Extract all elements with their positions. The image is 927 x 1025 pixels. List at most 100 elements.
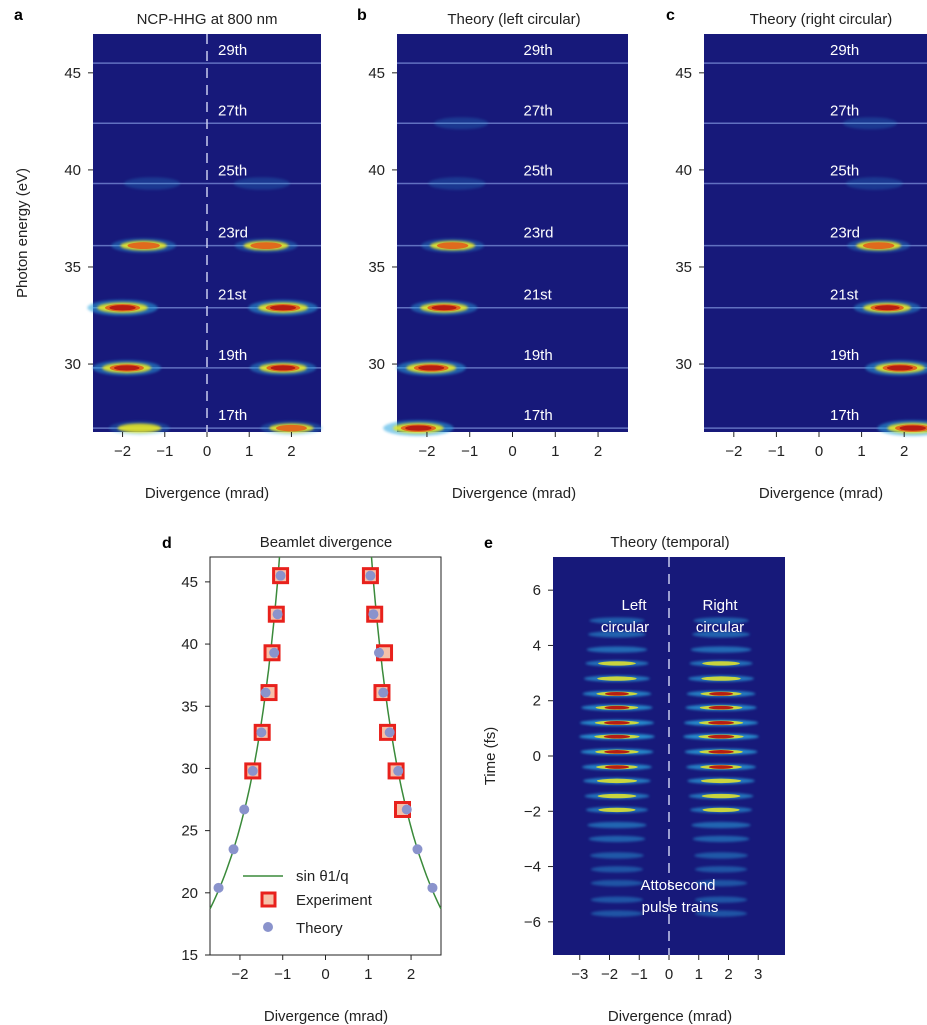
theory-point (272, 609, 283, 620)
harmonic-label: 21st (218, 287, 247, 304)
spot-halo (843, 117, 898, 130)
pulse-core (708, 721, 734, 725)
pulse-halo (694, 910, 748, 917)
harmonic-label: 17th (524, 407, 553, 424)
pulse-mid (597, 676, 637, 681)
pulse-mid (701, 793, 741, 799)
harmonic-label: 23rd (830, 225, 860, 242)
x-tick-label: −1 (274, 966, 291, 983)
panel-a-axes: −2 −1 0 1 2 30 35 40 45 (64, 65, 295, 460)
y-tick-label: 2 (533, 693, 541, 710)
harmonic-label: 23rd (218, 225, 248, 242)
harmonic-label: 25th (218, 162, 247, 179)
pulse-halo (694, 866, 748, 873)
x-tick-label: 2 (407, 966, 415, 983)
x-tick-label: 2 (724, 966, 732, 983)
panel-a-title: NCP-HHG at 800 nm (137, 11, 278, 28)
y-tick-label: 35 (181, 698, 198, 715)
harmonic-label: 21st (524, 287, 553, 304)
panel-d-axes: −2 −1 0 1 2 15 20 25 30 35 40 45 (181, 574, 415, 983)
pulse-halo (690, 646, 752, 653)
x-tick-label: −2 (231, 966, 248, 983)
legend-experiment-marker (260, 891, 277, 908)
pulse-mid (596, 778, 638, 784)
pulse-core (709, 692, 734, 696)
pulse-halo (590, 910, 644, 917)
x-tick-label: −2 (418, 443, 435, 460)
panel-e-ylabel: Time (fs) (482, 727, 499, 786)
x-tick-label: −1 (156, 443, 173, 460)
theory-point (401, 804, 412, 815)
harmonic-label: 19th (830, 347, 859, 364)
x-tick-label: −3 (571, 966, 588, 983)
y-tick-label: 25 (181, 823, 198, 840)
x-tick-label: 0 (815, 443, 823, 460)
x-tick-label: 2 (287, 443, 295, 460)
x-tick-label: 0 (203, 443, 211, 460)
spot-mid (117, 423, 162, 433)
panel-letter-d: d (162, 535, 172, 552)
spot-warm (436, 242, 469, 249)
annotation-left-1: Left (621, 597, 647, 614)
y-tick-label: 6 (533, 582, 541, 599)
theory-point (412, 844, 423, 855)
pulse-halo (590, 866, 644, 873)
spot-warm (250, 242, 282, 249)
panel-e-marks (579, 557, 759, 955)
pulse-core (604, 765, 630, 769)
pulse-halo (693, 617, 749, 624)
x-tick-label: 2 (594, 443, 602, 460)
pulse-core (708, 705, 734, 710)
harmonic-label: 27th (524, 102, 553, 119)
y-tick-label: 35 (64, 259, 81, 276)
x-tick-label: −2 (601, 966, 618, 983)
x-tick-label: 0 (321, 966, 329, 983)
pulse-mid (701, 676, 741, 681)
panel-c-title: Theory (right circular) (750, 11, 893, 28)
panel-d: d Beamlet divergence −2 −1 0 1 2 15 20 25 30 35 40… (162, 534, 442, 1025)
x-tick-label: 1 (364, 966, 372, 983)
pulse-halo (588, 835, 646, 843)
pulse-mid (598, 661, 636, 666)
x-tick-label: −2 (114, 443, 131, 460)
x-tick-label: 0 (508, 443, 516, 460)
pulse-core (603, 734, 631, 739)
spot-core (418, 365, 445, 371)
spot-core (270, 365, 296, 371)
spot-warm (276, 424, 307, 432)
panel-d-plot-area (209, 556, 442, 956)
x-tick-label: −2 (725, 443, 742, 460)
pulse-halo (694, 852, 748, 859)
panel-d-xlabel: Divergence (mrad) (264, 1008, 388, 1025)
legend-fit-label: sin θ1/q (296, 868, 349, 885)
panel-a-xlabel: Divergence (mrad) (145, 485, 269, 502)
spot-warm (127, 242, 160, 250)
y-tick-label: 30 (181, 760, 198, 777)
theory-point (260, 687, 271, 698)
theory-point (365, 570, 376, 581)
y-tick-label: 35 (675, 259, 692, 276)
x-tick-label: 1 (245, 443, 253, 460)
harmonic-label: 27th (218, 102, 247, 119)
panel-letter-b: b (357, 7, 367, 24)
spot-core (109, 305, 136, 311)
panel-c-xlabel: Divergence (mrad) (759, 485, 883, 502)
annotation-left-2: circular (601, 619, 649, 636)
theory-point (275, 570, 286, 581)
pulse-halo (694, 896, 748, 903)
pulse-mid (702, 661, 740, 666)
pulse-halo (692, 835, 750, 843)
y-tick-label: 40 (181, 636, 198, 653)
panel-e: e Theory (temporal) −3 −2 −1 0 1 2 3 −6 −4 −2 0 2 4 6… (482, 534, 785, 1025)
y-tick-label: 30 (368, 356, 385, 373)
theory-point (239, 804, 250, 815)
annotation-atto-2: pulse trains (642, 899, 719, 916)
pulse-halo (590, 852, 644, 859)
y-tick-label: 30 (64, 356, 81, 373)
legend-experiment-label: Experiment (296, 892, 373, 909)
pulse-core (604, 692, 629, 696)
legend-theory-label: Theory (296, 920, 343, 937)
panel-letter-c: c (666, 7, 675, 24)
harmonic-label: 27th (830, 102, 859, 119)
legend-theory-marker (263, 922, 273, 932)
